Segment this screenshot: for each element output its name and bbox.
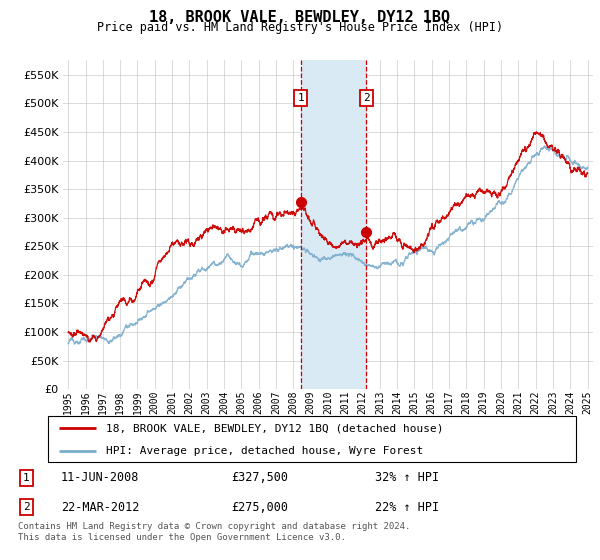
Text: 1: 1 [23, 473, 30, 483]
FancyBboxPatch shape [48, 416, 576, 462]
Text: 18, BROOK VALE, BEWDLEY, DY12 1BQ (detached house): 18, BROOK VALE, BEWDLEY, DY12 1BQ (detac… [106, 423, 443, 433]
Text: 22-MAR-2012: 22-MAR-2012 [61, 501, 139, 514]
Bar [301, 60, 367, 389]
Text: This data is licensed under the Open Government Licence v3.0.: This data is licensed under the Open Gov… [18, 533, 346, 542]
Text: 11-JUN-2008: 11-JUN-2008 [61, 472, 139, 484]
Text: 18, BROOK VALE, BEWDLEY, DY12 1BQ: 18, BROOK VALE, BEWDLEY, DY12 1BQ [149, 10, 451, 25]
Text: HPI: Average price, detached house, Wyre Forest: HPI: Average price, detached house, Wyre… [106, 446, 424, 455]
Text: 2: 2 [23, 502, 30, 512]
Text: 22% ↑ HPI: 22% ↑ HPI [375, 501, 439, 514]
Text: Price paid vs. HM Land Registry's House Price Index (HPI): Price paid vs. HM Land Registry's House … [97, 21, 503, 34]
Text: Contains HM Land Registry data © Crown copyright and database right 2024.: Contains HM Land Registry data © Crown c… [18, 522, 410, 531]
Text: £327,500: £327,500 [231, 472, 288, 484]
Text: 1: 1 [298, 92, 304, 102]
Text: 2: 2 [363, 92, 370, 102]
Text: £275,000: £275,000 [231, 501, 288, 514]
Text: 32% ↑ HPI: 32% ↑ HPI [375, 472, 439, 484]
